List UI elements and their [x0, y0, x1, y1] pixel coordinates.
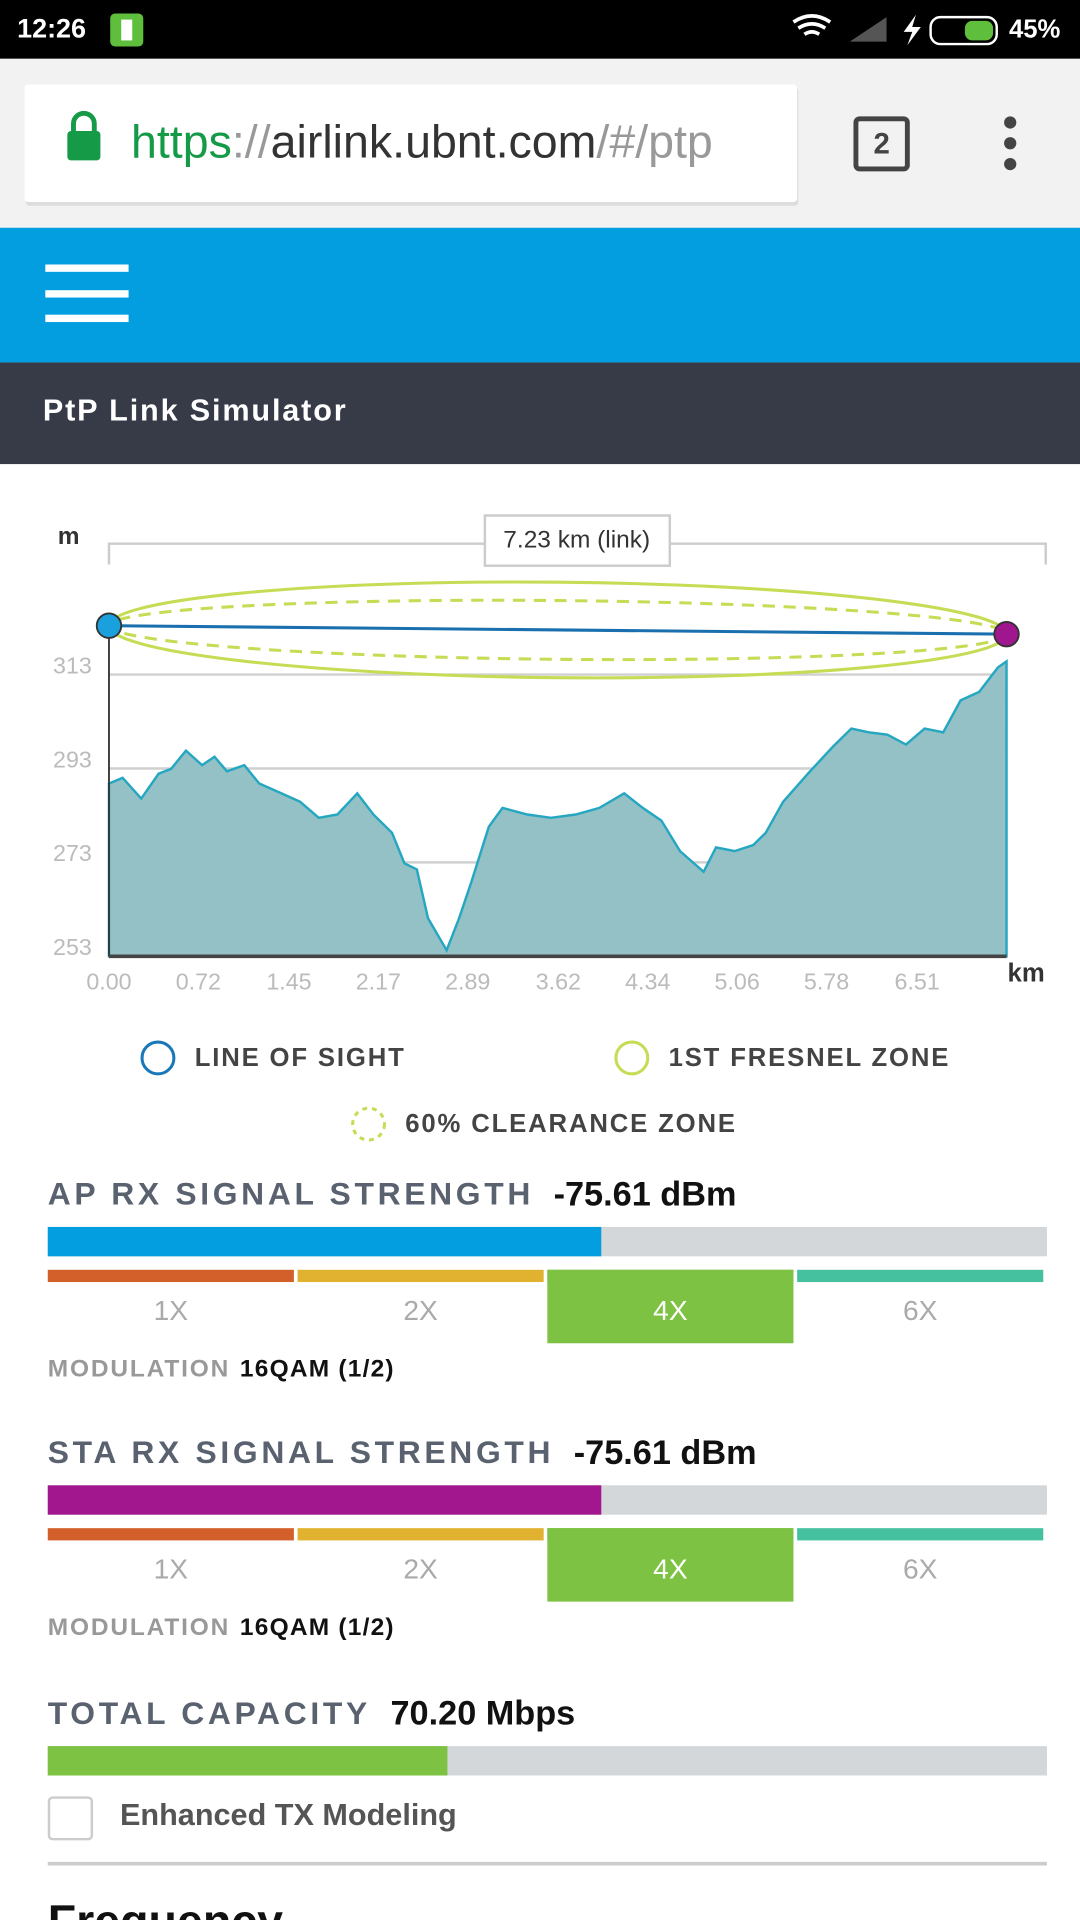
x-tick-label: 3.62 — [536, 968, 581, 994]
rate-label: 1X — [154, 1553, 189, 1584]
modulation-label: MODULATION — [48, 1356, 230, 1383]
rate-strip — [47, 1269, 294, 1283]
rate-label: 2X — [403, 1295, 438, 1326]
rate-selected — [547, 1528, 794, 1602]
page-title: PtP Link Simulator — [43, 394, 348, 428]
hamburger-menu[interactable] — [45, 264, 129, 323]
legend-symbol — [614, 1040, 650, 1076]
tab-count: 2 — [873, 127, 889, 160]
bar-fill — [47, 1746, 448, 1776]
menu-dot[interactable] — [1004, 116, 1017, 129]
legend-label: LINE OF SIGHT — [195, 1044, 406, 1072]
clock: 12:26 — [17, 14, 86, 44]
link-label-box — [483, 514, 672, 567]
line-of-sight — [108, 624, 1007, 636]
rate-label: 1X — [154, 1295, 189, 1326]
menu-dot[interactable] — [1004, 157, 1017, 171]
legend-symbol — [351, 1106, 387, 1142]
terrain-area — [107, 659, 1008, 958]
section-value: -75.61 dBm — [554, 1175, 737, 1213]
menu-dot[interactable] — [1004, 137, 1017, 150]
url-scheme: https — [131, 116, 232, 168]
charging-icon — [903, 14, 921, 46]
modulation-value: 16QAM (1/2) — [240, 1356, 395, 1383]
checkbox-label: Enhanced TX Modeling — [120, 1798, 457, 1832]
section-label: TOTAL CAPACITY — [48, 1695, 371, 1731]
y-tick-label: 293 — [53, 746, 92, 772]
url-separator: :// — [232, 116, 271, 168]
rate-label: 6X — [903, 1295, 938, 1326]
tabs-button[interactable] — [853, 116, 910, 172]
rate-label: 6X — [903, 1553, 938, 1584]
x-tick-label: 2.17 — [356, 968, 401, 994]
x-tick-label: 5.78 — [804, 968, 849, 994]
x-tick-label: 6.51 — [895, 968, 940, 994]
battery-level — [964, 20, 994, 41]
y-unit: m — [58, 523, 80, 550]
x-unit: km — [1008, 959, 1045, 987]
app-header — [0, 227, 1080, 363]
rate-label: 4X — [653, 1553, 688, 1584]
url-path: /#/ptp — [596, 116, 712, 168]
url-box[interactable] — [24, 84, 798, 203]
rate-label: 4X — [653, 1295, 688, 1326]
y-tick-label: 313 — [53, 652, 92, 678]
modulation-value: 16QAM (1/2) — [240, 1614, 395, 1641]
y-tick-label: 253 — [53, 934, 92, 960]
section-value: -75.61 dBm — [574, 1434, 757, 1472]
rate-selected — [547, 1269, 794, 1344]
section-label: STA RX SIGNAL STRENGTH — [48, 1434, 554, 1470]
rate-strip — [797, 1528, 1044, 1541]
y-tick-label: 273 — [53, 840, 92, 866]
lock-shackle — [71, 110, 97, 132]
lock-icon — [67, 131, 101, 161]
legend-label: 1ST FRESNEL ZONE — [669, 1044, 951, 1072]
rate-strip — [297, 1269, 544, 1283]
rate-strip — [47, 1528, 294, 1541]
status-bar — [0, 0, 1080, 59]
wifi-icon — [792, 14, 832, 36]
url-host: airlink.ubnt.com — [271, 116, 597, 168]
link-label: 7.23 km (link) — [503, 527, 650, 554]
x-tick-label: 0.72 — [176, 968, 221, 994]
battery-saver-glyph — [121, 19, 133, 41]
modulation-label: MODULATION — [48, 1614, 230, 1641]
battery-icon — [929, 15, 998, 46]
rate-label: 2X — [403, 1553, 438, 1584]
x-tick-label: 4.34 — [625, 968, 670, 994]
section-label: AP RX SIGNAL STRENGTH — [48, 1176, 534, 1212]
battery-percent: 45% — [1009, 15, 1061, 43]
title-bar — [0, 362, 1080, 465]
antenna-point — [95, 612, 123, 639]
section-heading: Frequency — [48, 1895, 283, 1920]
section-value: 70.20 Mbps — [391, 1695, 576, 1733]
x-tick-label: 1.45 — [266, 968, 311, 994]
antenna-point — [993, 620, 1020, 648]
bar-fill — [47, 1485, 602, 1515]
legend-symbol — [140, 1040, 176, 1076]
checkbox[interactable] — [47, 1796, 94, 1841]
x-tick-label: 5.06 — [715, 968, 760, 994]
x-tick-label: 2.89 — [445, 968, 490, 994]
rate-strip — [797, 1269, 1044, 1283]
legend-label: 60% CLEARANCE ZONE — [405, 1110, 737, 1138]
rate-strip — [297, 1528, 544, 1541]
url-text: https://airlink.ubnt.com/#/ptp — [131, 116, 713, 168]
bar-fill — [47, 1226, 602, 1257]
x-tick-label: 0.00 — [86, 968, 131, 994]
